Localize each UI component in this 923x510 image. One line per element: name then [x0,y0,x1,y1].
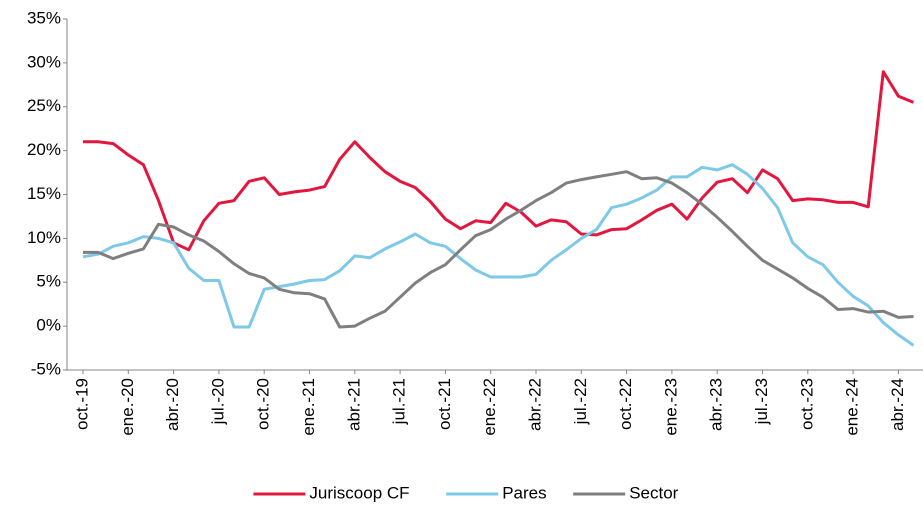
x-tick-label: oct.-23 [797,378,816,430]
y-tick-label: 10% [27,228,61,247]
legend-label: Sector [629,483,678,502]
x-tick-label: jul.-22 [571,378,590,425]
y-tick-label: 0% [36,316,61,335]
x-tick-label: abr.-21 [344,378,363,431]
x-tick-label: abr.-23 [707,378,726,431]
y-tick-label: 20% [27,140,61,159]
x-tick-label: abr.-22 [525,378,544,431]
x-tick-label: oct.-20 [254,378,273,430]
x-tick-label: jul.-21 [390,378,409,425]
y-tick-label: 15% [27,184,61,203]
series-line [83,170,914,329]
y-tick-label: -5% [31,359,61,378]
y-tick-label: 30% [27,52,61,71]
x-tick-label: ene.-21 [299,378,318,436]
x-tick-label: abr.-24 [888,378,907,431]
y-tick-label: 5% [36,272,61,291]
x-tick-label: jul.-20 [208,378,227,425]
y-tick-label: 35% [27,8,61,27]
x-tick-label: ene.-20 [118,378,137,436]
x-tick-label: ene.-22 [480,378,499,436]
x-tick-label: oct.-21 [435,378,454,430]
x-tick-label: abr.-20 [163,378,182,431]
y-tick-label: 25% [27,96,61,115]
legend-label: Juriscoop CF [309,483,409,502]
legend-label: Pares [502,483,546,502]
series-line [82,163,915,347]
series-line [83,70,915,252]
x-tick-label: jul.-23 [752,378,771,425]
x-tick-label: ene.-23 [661,378,680,436]
x-tick-label: oct.-22 [616,378,635,430]
x-tick-label: oct.-19 [72,378,91,430]
x-tick-label: ene.-24 [843,378,862,436]
